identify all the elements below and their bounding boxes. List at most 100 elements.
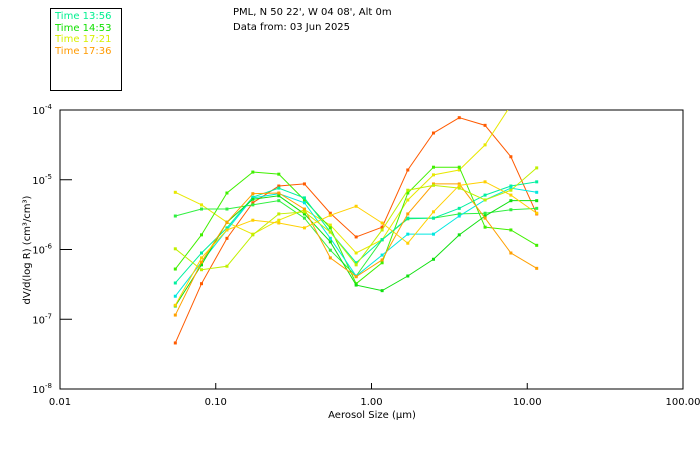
data-point bbox=[483, 211, 487, 215]
data-point bbox=[173, 190, 177, 194]
data-point bbox=[509, 228, 513, 232]
data-point bbox=[199, 263, 203, 267]
data-point bbox=[199, 268, 203, 272]
data-point bbox=[406, 216, 410, 220]
x-tick-label: 0.10 bbox=[205, 397, 227, 408]
series-line-7 bbox=[174, 195, 537, 307]
data-point bbox=[380, 289, 384, 293]
data-point bbox=[277, 184, 281, 188]
x-tick-label: 0.01 bbox=[49, 397, 71, 408]
data-point bbox=[199, 207, 203, 211]
data-point bbox=[302, 212, 306, 216]
series-line-10 bbox=[174, 181, 537, 306]
y-tick-label: 10-7 bbox=[32, 312, 52, 326]
data-point bbox=[380, 225, 384, 229]
y-tick-base: 10 bbox=[32, 315, 45, 326]
data-point bbox=[483, 180, 487, 184]
data-point bbox=[354, 235, 358, 239]
x-tick-label: 1.00 bbox=[360, 397, 382, 408]
data-point bbox=[199, 203, 203, 207]
data-point bbox=[431, 173, 435, 177]
data-point bbox=[406, 188, 410, 192]
data-point bbox=[302, 201, 306, 205]
data-point bbox=[251, 192, 255, 196]
y-tick-exponent: -8 bbox=[45, 382, 52, 390]
location-text: PML, N 50 22', W 04 08', Alt 0m bbox=[233, 7, 392, 18]
y-tick-base: 10 bbox=[32, 385, 45, 396]
data-point bbox=[277, 186, 281, 190]
data-point bbox=[302, 226, 306, 230]
data-point bbox=[483, 123, 487, 127]
data-point bbox=[173, 294, 177, 298]
data-point bbox=[173, 313, 177, 317]
y-tick-base: 10 bbox=[32, 106, 45, 117]
series-line-8 bbox=[174, 183, 537, 316]
data-point bbox=[328, 211, 332, 215]
data-point bbox=[457, 183, 461, 187]
data-point bbox=[173, 341, 177, 345]
data-point bbox=[328, 226, 332, 230]
data-point bbox=[173, 214, 177, 218]
data-point bbox=[199, 282, 203, 286]
data-point bbox=[457, 168, 461, 172]
data-point bbox=[406, 198, 410, 202]
data-point bbox=[483, 216, 487, 220]
x-tick-label: 10.00 bbox=[513, 397, 542, 408]
data-point bbox=[483, 214, 487, 218]
data-point bbox=[199, 256, 203, 260]
data-point bbox=[457, 165, 461, 169]
y-tick-base: 10 bbox=[32, 176, 45, 187]
data-point bbox=[457, 186, 461, 190]
data-point bbox=[509, 184, 513, 188]
data-point bbox=[509, 155, 513, 159]
y-tick-exponent: -4 bbox=[45, 103, 53, 111]
data-point bbox=[328, 223, 332, 227]
data-point bbox=[277, 191, 281, 195]
y-tick-label: 10-6 bbox=[32, 243, 52, 257]
data-point bbox=[277, 172, 281, 176]
y-tick-label: 10-5 bbox=[32, 173, 52, 187]
data-point bbox=[380, 228, 384, 232]
x-axis-label: Aerosol Size (μm) bbox=[328, 410, 416, 421]
data-point bbox=[328, 256, 332, 260]
data-point bbox=[509, 186, 513, 190]
data-point bbox=[431, 131, 435, 135]
data-point bbox=[431, 210, 435, 214]
data-point bbox=[328, 236, 332, 240]
data-point bbox=[302, 198, 306, 202]
data-point bbox=[328, 230, 332, 234]
data-point bbox=[483, 225, 487, 229]
data-point bbox=[431, 232, 435, 236]
data-point bbox=[354, 204, 358, 208]
data-point bbox=[535, 266, 539, 270]
data-point bbox=[328, 240, 332, 244]
data-point bbox=[509, 208, 513, 212]
data-point bbox=[199, 251, 203, 255]
data-point bbox=[457, 233, 461, 237]
series-line-6 bbox=[174, 187, 537, 297]
data-point bbox=[199, 233, 203, 237]
data-point bbox=[535, 74, 538, 77]
data-point bbox=[509, 193, 513, 197]
data-point bbox=[277, 221, 281, 225]
data-point bbox=[302, 182, 306, 186]
data-point bbox=[457, 212, 461, 216]
data-point bbox=[457, 214, 461, 218]
data-point bbox=[225, 264, 229, 268]
data-point bbox=[251, 203, 255, 207]
legend-entry: Time 13:56 bbox=[55, 11, 112, 22]
data-point bbox=[431, 165, 435, 169]
data-point bbox=[406, 168, 410, 172]
data-point bbox=[199, 260, 203, 264]
data-point bbox=[251, 197, 255, 201]
data-point bbox=[380, 258, 384, 262]
data-point bbox=[535, 199, 539, 203]
data-point bbox=[457, 116, 461, 120]
data-point bbox=[225, 236, 229, 240]
data-point bbox=[277, 218, 281, 222]
data-point bbox=[328, 248, 332, 252]
series-line-5 bbox=[174, 181, 537, 284]
data-point bbox=[354, 263, 358, 267]
x-tick-label: 100.00 bbox=[666, 397, 700, 408]
data-point bbox=[173, 303, 177, 307]
